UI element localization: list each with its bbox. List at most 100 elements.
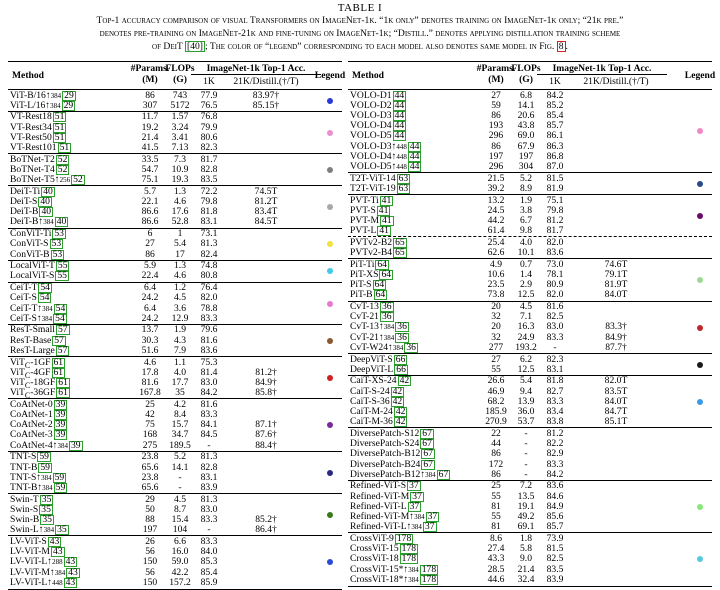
citation-link[interactable]: 35 [39, 503, 53, 515]
citation-link[interactable]: 44 [392, 130, 407, 142]
citation-link[interactable]: 57 [52, 334, 66, 346]
citation-link[interactable]: 65 [393, 236, 407, 248]
citation-link[interactable]: 41 [379, 214, 394, 226]
citation-link[interactable]: 67 [421, 448, 435, 460]
citation-link[interactable]: 178 [399, 543, 419, 555]
caption-citation-link[interactable]: [40] [185, 41, 205, 52]
citation-link[interactable]: 44 [392, 120, 407, 132]
citation-link[interactable]: 44 [392, 99, 407, 111]
citation-link[interactable]: 43 [66, 566, 80, 578]
citation-link[interactable]: 43 [63, 576, 78, 588]
citation-link[interactable]: 39 [68, 439, 83, 451]
acc-1k-value: 83.3 [200, 514, 218, 525]
citation-link[interactable]: 37 [410, 490, 424, 502]
citation-link[interactable]: 51 [52, 131, 67, 143]
citation-link[interactable]: 29 [61, 99, 76, 111]
citation-link[interactable]: 55 [55, 270, 69, 282]
citation-link[interactable]: 36 [379, 301, 394, 312]
citation-link[interactable]: 64 [375, 258, 389, 270]
citation-link[interactable]: 35 [39, 493, 54, 505]
citation-link[interactable]: 43 [50, 546, 65, 558]
citation-link[interactable]: 52 [55, 163, 70, 175]
params-value: 29 [145, 493, 155, 505]
citation-link[interactable]: 64 [372, 279, 387, 291]
citation-link[interactable]: 53 [52, 228, 66, 240]
citation-link[interactable]: 51 [52, 121, 67, 133]
citation-link[interactable]: 37 [425, 511, 440, 522]
citation-link[interactable]: 37 [422, 521, 437, 533]
citation-link[interactable]: 178 [394, 532, 414, 544]
citation-link[interactable]: 40 [41, 185, 55, 197]
citation-link[interactable]: 42 [390, 395, 405, 407]
citation-link[interactable]: 37 [407, 480, 421, 492]
citation-link[interactable]: 40 [38, 196, 52, 207]
citation-link[interactable]: 39 [53, 409, 68, 420]
citation-link[interactable]: 55 [55, 260, 70, 272]
citation-link[interactable]: 39 [53, 398, 68, 410]
citation-link[interactable]: 64 [373, 289, 388, 301]
citation-link[interactable]: 63 [396, 182, 411, 194]
citation-link[interactable]: 41 [379, 194, 394, 206]
table-row: CeiT-S 54 24.2 4.5 82.0 [8, 292, 342, 304]
citation-link[interactable]: 42 [397, 375, 412, 387]
citation-link[interactable]: 41 [377, 225, 391, 237]
citation-link[interactable]: 64 [379, 268, 394, 280]
citation-link[interactable]: 53 [50, 248, 65, 260]
citation-link[interactable]: 35 [55, 524, 69, 536]
citation-link[interactable]: 61 [51, 356, 66, 368]
citation-link[interactable]: 43 [63, 556, 78, 568]
citation-link[interactable]: 37 [407, 500, 422, 512]
citation-link[interactable]: 54 [37, 292, 52, 304]
citation-link[interactable]: 178 [419, 563, 439, 575]
citation-link[interactable]: 29 [62, 89, 76, 101]
citation-link[interactable]: 44 [407, 140, 422, 152]
citation-link[interactable]: 44 [392, 89, 407, 101]
citation-link[interactable]: 54 [53, 302, 68, 314]
citation-link[interactable]: 66 [393, 353, 408, 365]
citation-link[interactable]: 52 [71, 174, 85, 186]
citation-link[interactable]: 57 [55, 344, 70, 356]
citation-link[interactable]: 61 [51, 366, 66, 378]
citation-link[interactable]: 59 [52, 471, 67, 483]
citation-link[interactable]: 35 [40, 514, 54, 525]
citation-link[interactable]: 44 [392, 109, 407, 121]
citation-link[interactable]: 54 [53, 312, 67, 324]
citation-link[interactable]: 57 [55, 324, 70, 336]
citation-link[interactable]: 36 [404, 341, 418, 353]
citation-link[interactable]: 67 [420, 438, 434, 450]
caption-figure-link[interactable]: 8 [556, 41, 566, 52]
citation-link[interactable]: 36 [395, 331, 409, 343]
citation-link[interactable]: 39 [53, 419, 68, 431]
citation-link[interactable]: 42 [393, 406, 408, 417]
citation-link[interactable]: 63 [396, 172, 411, 184]
citation-link[interactable]: 66 [394, 363, 408, 375]
citation-link[interactable]: 40 [54, 216, 69, 228]
citation-link[interactable]: 178 [419, 573, 439, 585]
citation-link[interactable]: 44 [407, 150, 422, 162]
citation-link[interactable]: 43 [47, 535, 62, 547]
citation-link[interactable]: 67 [436, 468, 451, 480]
citation-link[interactable]: 65 [393, 247, 407, 258]
citation-link[interactable]: 54 [38, 282, 52, 294]
citation-link[interactable]: 53 [49, 238, 64, 250]
citation-link[interactable]: 42 [390, 385, 405, 397]
citation-link[interactable]: 36 [379, 311, 394, 323]
citation-link[interactable]: 61 [56, 376, 70, 388]
citation-link[interactable]: 51 [52, 111, 67, 123]
citation-link[interactable]: 44 [407, 160, 422, 172]
citation-link[interactable]: 42 [393, 416, 408, 428]
citation-link[interactable]: 41 [376, 204, 391, 216]
citation-link[interactable]: 67 [421, 458, 435, 470]
citation-link[interactable]: 59 [38, 461, 52, 473]
citation-link[interactable]: 51 [57, 142, 72, 153]
acc-1k-value: 82.5 [546, 553, 564, 565]
citation-link[interactable]: 39 [53, 429, 68, 441]
citation-link[interactable]: 52 [55, 153, 70, 165]
citation-link[interactable]: 178 [399, 553, 419, 565]
citation-link[interactable]: 59 [37, 451, 51, 463]
citation-link[interactable]: 59 [53, 481, 68, 493]
citation-link[interactable]: 61 [56, 387, 70, 399]
citation-link[interactable]: 40 [39, 206, 54, 218]
citation-link[interactable]: 67 [420, 427, 434, 439]
citation-link[interactable]: 36 [395, 321, 409, 333]
